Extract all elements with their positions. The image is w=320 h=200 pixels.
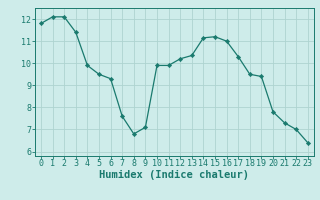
X-axis label: Humidex (Indice chaleur): Humidex (Indice chaleur) [100, 170, 249, 180]
